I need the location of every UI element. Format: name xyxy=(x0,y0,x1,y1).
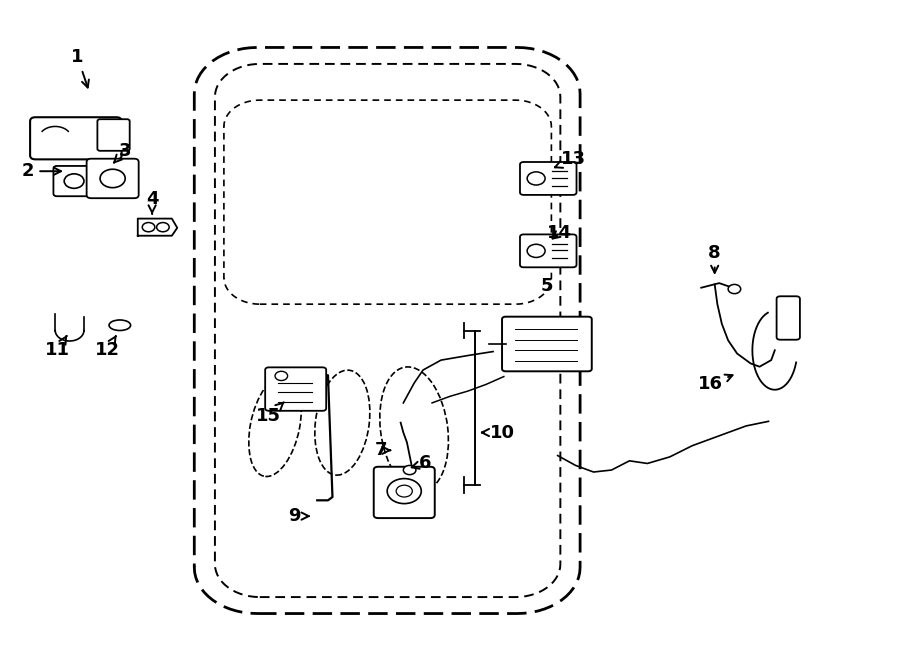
Text: 12: 12 xyxy=(94,336,120,359)
Text: 10: 10 xyxy=(482,424,515,442)
Text: 9: 9 xyxy=(289,507,309,525)
Text: 11: 11 xyxy=(45,336,70,359)
Text: 15: 15 xyxy=(256,403,284,425)
Text: 14: 14 xyxy=(547,224,572,242)
Text: 8: 8 xyxy=(708,244,721,273)
Text: 16: 16 xyxy=(698,375,733,393)
FancyBboxPatch shape xyxy=(266,368,326,410)
FancyBboxPatch shape xyxy=(53,166,94,196)
Circle shape xyxy=(527,245,545,257)
Text: 5: 5 xyxy=(541,277,554,295)
FancyBboxPatch shape xyxy=(777,296,800,340)
Circle shape xyxy=(100,169,125,188)
FancyBboxPatch shape xyxy=(502,317,592,371)
Text: 2: 2 xyxy=(22,162,61,180)
Circle shape xyxy=(142,223,155,232)
Text: 4: 4 xyxy=(146,190,158,214)
Polygon shape xyxy=(138,219,177,236)
FancyBboxPatch shape xyxy=(520,235,577,267)
FancyBboxPatch shape xyxy=(374,467,435,518)
Circle shape xyxy=(728,284,741,293)
Circle shape xyxy=(64,174,84,188)
Circle shape xyxy=(396,485,412,497)
FancyBboxPatch shape xyxy=(97,119,130,151)
Text: 6: 6 xyxy=(411,455,431,473)
FancyBboxPatch shape xyxy=(86,159,139,198)
Circle shape xyxy=(403,465,416,475)
Text: 7: 7 xyxy=(374,442,391,459)
Text: 3: 3 xyxy=(114,142,131,163)
Text: 1: 1 xyxy=(71,48,89,87)
Circle shape xyxy=(275,371,288,381)
Ellipse shape xyxy=(109,320,130,330)
FancyBboxPatch shape xyxy=(30,117,122,159)
FancyBboxPatch shape xyxy=(520,162,577,195)
Text: 13: 13 xyxy=(555,150,586,169)
Circle shape xyxy=(157,223,169,232)
Circle shape xyxy=(527,172,545,185)
Circle shape xyxy=(387,479,421,504)
